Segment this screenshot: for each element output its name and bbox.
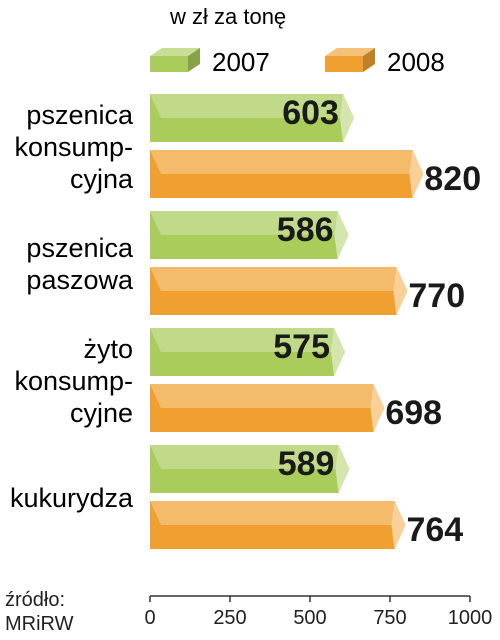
legend-swatch-front: [325, 56, 363, 72]
legend-swatch-side: [188, 48, 200, 72]
source-label-line1: źródło:: [5, 589, 65, 611]
category-label: cyjne: [70, 398, 133, 428]
category-labels: pszenicakonsump-cyjnapszenicapaszoważyto…: [10, 100, 134, 513]
x-tick-label: 1000: [448, 607, 493, 629]
category-label: kukurydza: [10, 483, 134, 513]
legend-swatch-side: [363, 48, 375, 72]
bar-end-cap: [409, 150, 424, 198]
x-tick-label: 0: [144, 607, 155, 629]
legend-swatch-top: [325, 48, 375, 56]
bar-end-cap: [370, 384, 385, 432]
category-label: pszenica: [26, 100, 134, 130]
x-tick-label: 250: [213, 607, 246, 629]
value-label: 770: [408, 277, 465, 315]
legend: 2007 2008: [150, 47, 445, 77]
bar-top-face: [150, 150, 424, 174]
bars: 603 820 586 770 575 698 589 764: [150, 94, 481, 549]
unit-subtitle: w zł za tonę: [169, 4, 286, 29]
bar-top-face: [150, 211, 349, 235]
bar-top-face: [150, 501, 406, 525]
legend-swatch-front: [150, 56, 188, 72]
legend-label: 2008: [387, 47, 445, 77]
x-axis: 0 250 500 750 1000: [144, 595, 493, 629]
legend-label: 2007: [212, 47, 270, 77]
bar-end-cap: [339, 94, 354, 142]
bar-top-face: [150, 384, 385, 408]
category-label: pszenica: [26, 233, 134, 263]
value-label: 586: [277, 211, 334, 249]
bar-top-face: [150, 94, 354, 118]
value-label: 575: [273, 328, 330, 366]
value-label: 820: [424, 160, 481, 198]
bar-end-cap: [334, 211, 349, 259]
value-label: 698: [385, 394, 442, 432]
category-label: cyjna: [70, 164, 134, 194]
x-tick-label: 500: [293, 607, 326, 629]
bar-top-face: [150, 445, 350, 469]
x-tick-label: 750: [373, 607, 406, 629]
category-label: konsump-: [14, 366, 133, 396]
value-label: 764: [406, 511, 463, 549]
source-label-line2: MRiRW: [5, 613, 74, 635]
value-label: 603: [282, 94, 339, 132]
category-label: żyto: [83, 334, 133, 364]
bar-end-cap: [331, 328, 345, 376]
bar-top-face: [150, 328, 345, 352]
bar-top-face: [150, 267, 408, 291]
bar-end-cap: [393, 267, 408, 315]
bar-end-cap: [391, 501, 406, 549]
bar-end-cap: [335, 445, 350, 493]
category-label: paszowa: [26, 265, 134, 295]
value-label: 589: [278, 445, 335, 483]
category-label: konsump-: [14, 132, 133, 162]
legend-swatch-top: [150, 48, 200, 56]
